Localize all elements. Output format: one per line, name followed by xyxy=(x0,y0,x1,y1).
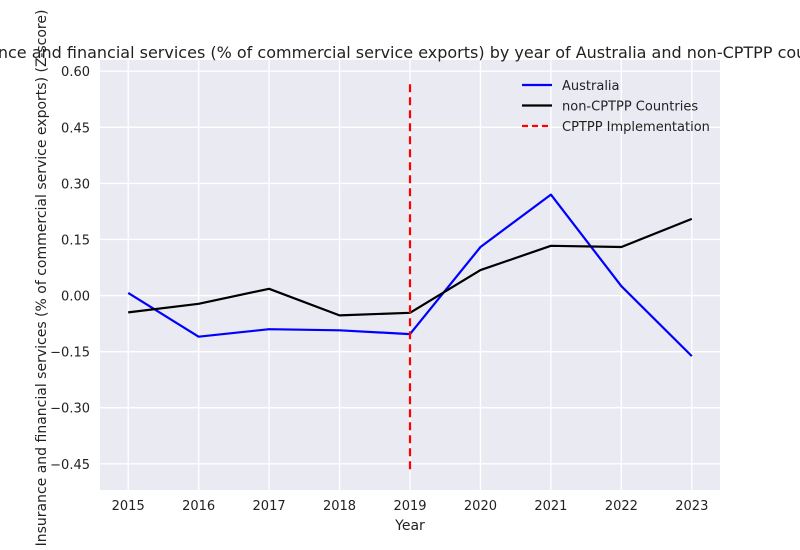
legend-label: Australia xyxy=(562,79,620,94)
x-tick-label: 2023 xyxy=(675,499,708,514)
x-tick-label: 2018 xyxy=(323,499,356,514)
y-tick-label: 0.45 xyxy=(61,121,90,136)
x-axis-label: Year xyxy=(394,518,425,534)
legend-label: non-CPTPP Countries xyxy=(562,100,698,115)
y-axis-label: Insurance and financial services (% of c… xyxy=(34,10,50,547)
legend: Australia non-CPTPP Countries CPTPP Implem… xyxy=(522,79,710,135)
x-tick-label: 2022 xyxy=(605,499,638,514)
y-tick-label: 0.30 xyxy=(61,177,90,192)
y-tick-label: −0.45 xyxy=(50,458,90,473)
x-tick-label: 2019 xyxy=(393,499,426,514)
x-tick-label: 2015 xyxy=(112,499,145,514)
chart-title: Insurance and financial services (% of c… xyxy=(0,43,800,62)
x-tick-label: 2021 xyxy=(534,499,567,514)
legend-label: CPTPP Implementation xyxy=(562,120,710,135)
x-tick-label: 2020 xyxy=(464,499,497,514)
x-tick-label: 2017 xyxy=(253,499,286,514)
y-tick-label: 0.60 xyxy=(61,65,90,80)
y-tick-label: −0.15 xyxy=(50,346,90,361)
chart-marks xyxy=(127,84,693,470)
y-tick-label: −0.30 xyxy=(50,402,90,417)
tick-labels: 2015 2016 2017 2018 2019 2020 2021 2022 2023 −0.4… xyxy=(50,65,708,514)
y-tick-label: 0.00 xyxy=(61,290,90,305)
y-tick-label: 0.15 xyxy=(61,233,90,248)
x-tick-label: 2016 xyxy=(182,499,215,514)
